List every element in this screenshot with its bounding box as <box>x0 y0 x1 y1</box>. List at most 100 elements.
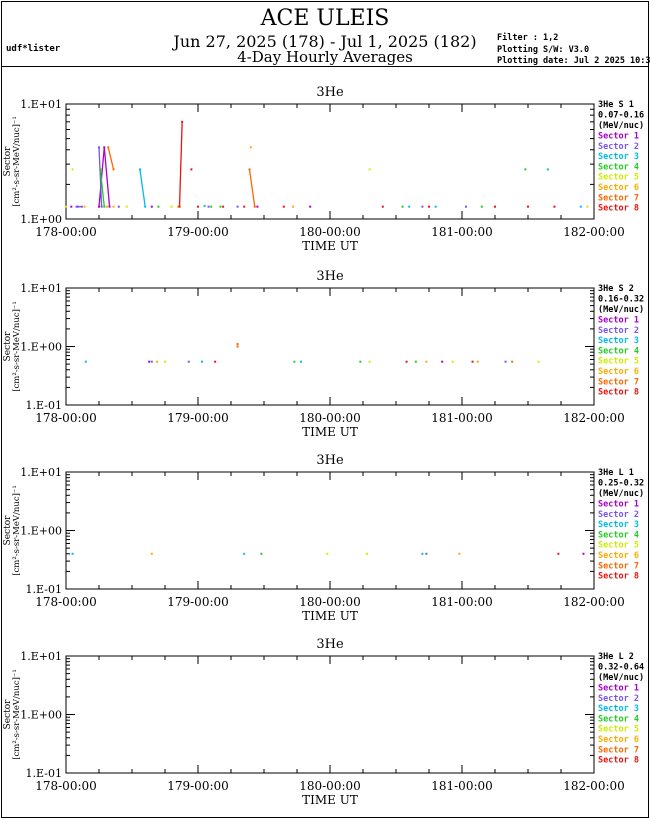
panel-2-y-tick-label: 1.E+01 <box>20 282 62 295</box>
panel-2-series-4-point <box>414 360 417 363</box>
chart-subtitle: 4-Day Hourly Averages <box>237 48 413 66</box>
panel-2-series-7-point <box>511 360 514 363</box>
panel-3-y-axis-unit: [cm²-s-sr-MeV/nuc]⁻¹ <box>12 485 22 576</box>
panel-2-series-5-point <box>368 360 371 363</box>
panel-2-x-tick-label: 182-00:00 <box>563 411 625 425</box>
panel-3-series-2-point <box>425 552 428 555</box>
panel-1-series-8-point <box>282 205 285 208</box>
panel-4-legend-sector-6: Sector 6 <box>598 735 639 745</box>
panel-1-series-2-point <box>236 205 239 208</box>
panel-4-legend-sector-3: Sector 3 <box>598 704 639 714</box>
panel-1-series-7-segment <box>248 169 256 207</box>
panel-1-series-1-point <box>256 205 259 208</box>
panel-1-legend-sector-7: Sector 7 <box>598 193 639 203</box>
panel-2-x-axis-label: TIME UT <box>302 425 358 439</box>
panel-1-series-1-point <box>108 205 111 208</box>
panel-1-x-axis-label: TIME UT <box>302 239 358 253</box>
panel-2-legend-sector-8: Sector 8 <box>598 388 639 398</box>
panel-4-legend-unit: (MeV/nuc) <box>598 673 644 683</box>
panel-1-series-4-segment <box>99 169 105 207</box>
panel-4-legend-sector-1: Sector 1 <box>598 684 639 694</box>
panel-1-series-1-point <box>98 205 100 208</box>
panel-1-series-7-point <box>112 168 115 171</box>
panel-3-series-4-point <box>260 552 263 555</box>
panel-1-series-8-point <box>494 205 496 208</box>
panel-1-series-2-point <box>100 205 103 208</box>
panel-1-series-6-point <box>177 205 180 208</box>
panel-1-series-3-point <box>203 204 206 207</box>
panel-3-series-3-point <box>243 552 246 555</box>
panel-2-title: 3He <box>316 269 344 284</box>
panel-3-x-tick-label: 178-00:00 <box>35 595 97 609</box>
panel-1-series-8-point <box>381 205 384 208</box>
panel-2-series-8-point <box>214 360 217 363</box>
panel-3-legend-energy: 0.25-0.32 <box>598 479 644 489</box>
panel-1-series-3-point <box>144 205 147 208</box>
panel-1-series-3-point <box>434 205 437 208</box>
panel-1-x-tick-label: 178-00:00 <box>35 225 97 239</box>
panel-1-series-4-point <box>219 205 222 208</box>
panel-1-series-4-point <box>99 168 102 171</box>
panel-2-series-4-point <box>359 360 362 363</box>
panel-2-series-5-point <box>164 360 166 363</box>
panel-3-series-1-point <box>582 552 585 555</box>
panel-1-series-7-segment <box>107 147 115 170</box>
panel-3-series-6-point <box>150 552 153 555</box>
panel-1-series-3-point <box>408 205 411 208</box>
panel-1-series-1-point <box>309 205 312 208</box>
panel-1-x-tick-label: 180-00:00 <box>299 225 361 239</box>
panel-2-series-7-point <box>236 345 239 348</box>
panel-2-y-tick-label: 1.E-01 <box>26 399 62 412</box>
panel-1-series-5-point <box>586 205 589 208</box>
panel-1-series-5-point <box>125 205 128 208</box>
panel-4-y-tick-label: 1.E-01 <box>26 767 62 780</box>
panel-1-series-8-point <box>243 205 246 208</box>
panel-1-series-2-point <box>98 146 100 149</box>
panel-3-series-8-point <box>557 552 560 555</box>
panel-3-series-5-point <box>326 552 329 555</box>
panel-1-x-tick-label: 179-00:00 <box>167 225 229 239</box>
panel-1-y-axis-unit: [cm²-s-sr-MeV/nuc]⁻¹ <box>12 116 22 207</box>
panel-1-legend-energy: 0.07-0.16 <box>598 111 644 121</box>
panel-3-legend-sector-2: Sector 2 <box>598 510 639 520</box>
panel-2-legend-sector-7: Sector 7 <box>598 377 639 387</box>
chart-title: ACE ULEIS <box>260 6 390 31</box>
panel-1-series-4-point <box>524 168 527 171</box>
panel-2-series-8-point <box>471 360 474 363</box>
panel-3-legend-sector-7: Sector 7 <box>598 561 639 571</box>
panel-1-series-8-point <box>190 168 193 171</box>
panel-1-series-5-point <box>71 168 74 171</box>
panel-1-series-4-point <box>401 205 404 208</box>
panel-1-legend-sector-4: Sector 4 <box>598 162 639 172</box>
panel-2-series-3-point <box>84 360 87 363</box>
panel-2-plot-frame <box>65 287 595 406</box>
panel-1-series-6-point <box>292 205 295 208</box>
panel-1-series-2-point <box>207 205 210 208</box>
software-label: Plotting S/W: V3.0 <box>497 45 590 55</box>
panel-1-series-2-point <box>80 205 83 208</box>
panel-1-series-2-segment <box>98 147 103 207</box>
panel-3-title: 3He <box>316 453 344 468</box>
panel-1-series-1-segment <box>103 147 111 207</box>
plot-date-label: Plotting date: Jul 2 2025 10:37 <box>497 56 650 66</box>
panel-3-x-tick-label: 180-00:00 <box>299 595 361 609</box>
panel-2-legend-sector-5: Sector 5 <box>598 357 639 367</box>
panel-2-series-2-point <box>504 360 507 363</box>
panel-1-legend-sector-1: Sector 1 <box>598 132 639 142</box>
panel-3-x-tick-label: 182-00:00 <box>563 595 625 609</box>
panel-4-x-tick-label: 182-00:00 <box>563 779 625 793</box>
panel-1-series-4-point <box>210 205 213 208</box>
panel-2-series-5-point <box>537 360 540 363</box>
panel-4-y-axis-unit: [cm²-s-sr-MeV/nuc]⁻¹ <box>12 669 22 760</box>
panel-1-series-4-point <box>480 205 483 208</box>
filter-label: Filter : 1,2 <box>497 33 559 43</box>
panel-2-series-1-point <box>441 360 444 363</box>
panel-2-x-tick-label: 178-00:00 <box>35 411 97 425</box>
panel-4-legend-sector-5: Sector 5 <box>598 725 639 735</box>
panel-2-legend-unit: (MeV/nuc) <box>598 305 644 315</box>
panel-1-title: 3He <box>316 85 344 100</box>
panel-1-series-5-point <box>368 168 371 171</box>
panel-1-series-3-point <box>138 168 141 171</box>
panel-3-series-3-point <box>421 552 424 555</box>
